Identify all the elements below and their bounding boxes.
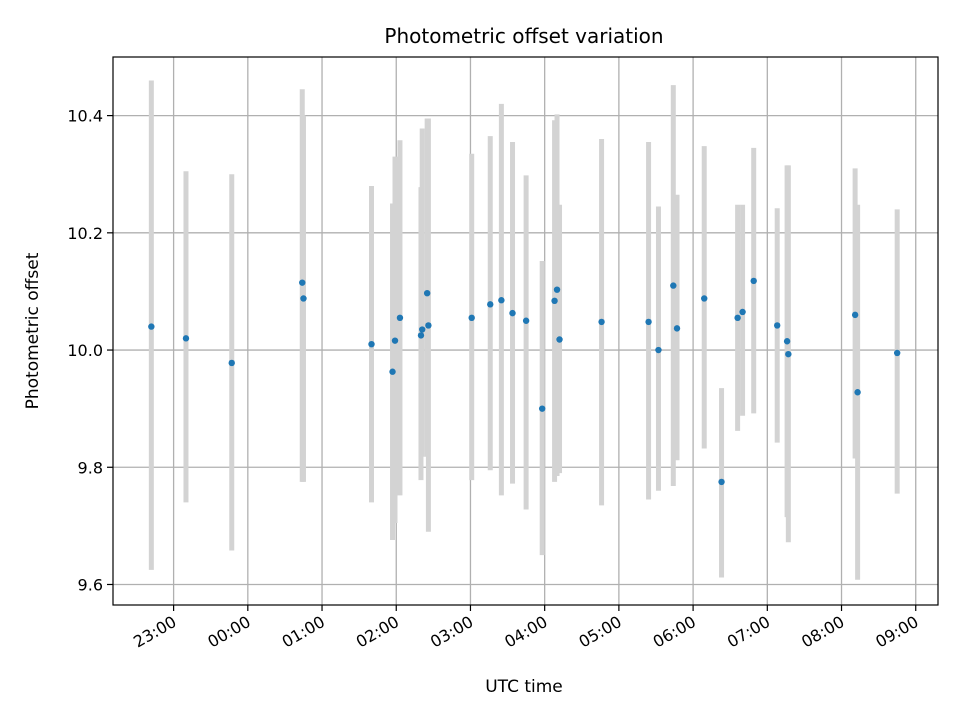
data-point [785, 350, 792, 358]
x-tick-label: 00:00 [204, 612, 253, 652]
x-axis-label: UTC time [485, 677, 563, 697]
data-point [774, 322, 781, 329]
y-tick-label: 10.2 [67, 224, 103, 243]
data-point [509, 309, 516, 317]
plot-frame [112, 56, 939, 606]
data-point [148, 323, 155, 330]
x-tick-label: 05:00 [575, 612, 624, 652]
data-point [391, 337, 399, 344]
data-point [498, 297, 505, 304]
x-tick-label: 06:00 [650, 612, 699, 652]
x-tick-label: 04:00 [501, 612, 550, 652]
data-point [750, 277, 757, 285]
data-point [538, 405, 546, 412]
data-point [487, 301, 494, 308]
y-tick-label: 10.4 [67, 107, 103, 126]
x-tick-label: 08:00 [798, 612, 847, 652]
data-point [718, 478, 725, 486]
y-axis-ticks: 9.6 9.8 10.0 10.2 10.4 [67, 107, 113, 594]
data-point [645, 318, 652, 326]
error-bars [148, 80, 900, 580]
data-point [734, 314, 741, 322]
data-point [893, 349, 901, 357]
data-point [701, 295, 708, 302]
data-point [739, 308, 746, 316]
y-tick-label: 9.8 [78, 458, 103, 477]
data-point [670, 282, 677, 289]
data-points [148, 277, 901, 486]
data-point [182, 335, 190, 342]
data-point [389, 368, 396, 375]
x-tick-label: 09:00 [872, 612, 921, 652]
data-point [299, 279, 306, 286]
data-point [228, 359, 235, 367]
chart-title: Photometric offset variation [384, 24, 663, 48]
data-point [425, 322, 432, 329]
data-point [423, 289, 431, 297]
x-tick-label: 23:00 [130, 612, 179, 652]
data-point [368, 340, 375, 348]
data-point [553, 286, 561, 293]
y-tick-label: 10.0 [67, 341, 103, 360]
data-point [468, 314, 475, 322]
data-point [417, 332, 425, 339]
x-tick-label: 07:00 [724, 612, 773, 652]
x-axis-ticks: 23:00 00:00 01:00 02:00 03:00 04:00 05:00 06:00… [130, 605, 922, 652]
y-axis-label: Photometric offset [23, 252, 43, 409]
x-tick-label: 02:00 [353, 612, 402, 652]
data-point [673, 325, 681, 332]
data-point [419, 326, 426, 333]
data-point [655, 346, 662, 354]
x-tick-label: 01:00 [279, 612, 328, 652]
data-point [598, 318, 605, 326]
data-point [556, 336, 563, 343]
data-point [300, 295, 307, 302]
data-point [396, 314, 404, 322]
data-point [783, 338, 791, 345]
y-tick-label: 9.6 [78, 575, 103, 594]
data-point [522, 317, 530, 324]
data-point [854, 389, 861, 396]
x-tick-label: 03:00 [427, 612, 476, 652]
data-point [851, 311, 859, 319]
data-point [551, 297, 558, 305]
